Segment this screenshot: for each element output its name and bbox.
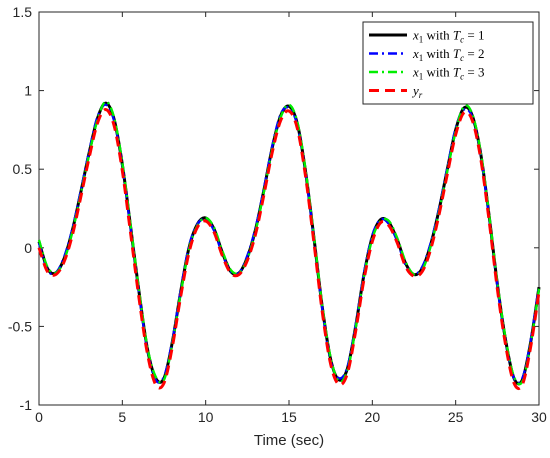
x-tick-label: 20 <box>365 409 381 425</box>
x-tick-label: 30 <box>531 409 547 425</box>
series-line-yr <box>37 107 541 390</box>
y-tick-label: 1 <box>24 83 32 99</box>
x-tick-label: 5 <box>118 409 126 425</box>
y-tick-label: -1 <box>20 397 33 413</box>
plot-area: 0 5 10 15 20 25 30 -1 -0.5 0 0.5 1 1.5 Time (sec) x1 w… <box>8 4 547 449</box>
x-tick-label: 0 <box>35 409 43 425</box>
x-axis-label: Time (sec) <box>254 432 324 449</box>
x-tick-label: 15 <box>281 409 297 425</box>
y-tick-label: 1.5 <box>13 4 33 20</box>
legend-label: x1 with Tc = 1 <box>412 28 484 45</box>
y-tick-label: 0 <box>24 240 32 256</box>
legend-label: x1 with Tc = 2 <box>412 46 484 63</box>
x-tick-label: 25 <box>448 409 464 425</box>
y-tick-label: -0.5 <box>8 318 32 334</box>
legend-label: x1 with Tc = 3 <box>412 65 484 82</box>
legend-label: yr <box>411 83 423 100</box>
x-tick-label: 10 <box>198 409 214 425</box>
y-tick-label: 0.5 <box>13 161 33 177</box>
